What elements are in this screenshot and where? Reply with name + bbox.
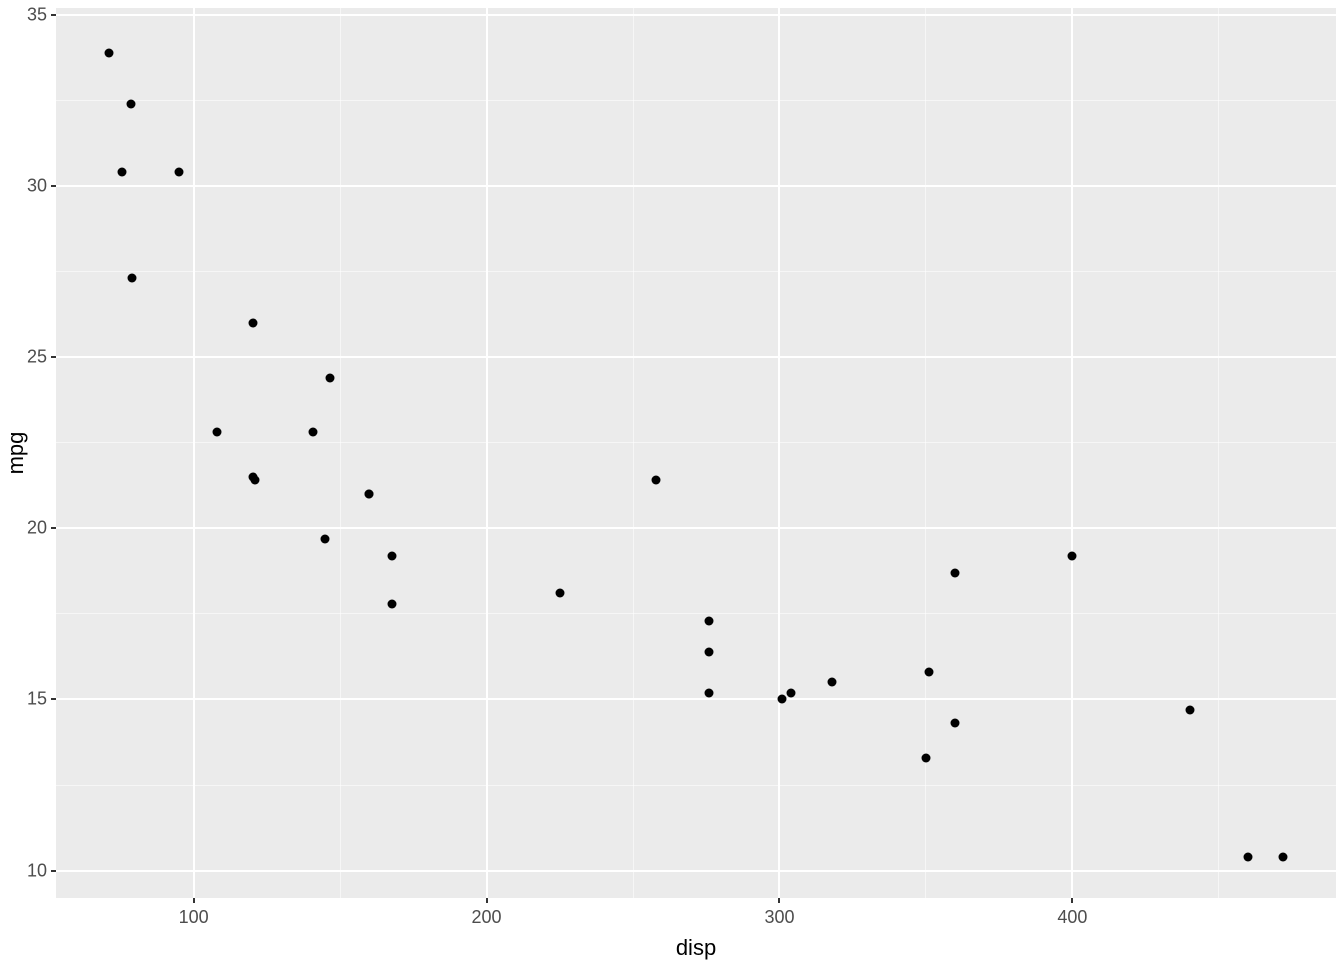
data-point xyxy=(321,534,330,543)
data-point xyxy=(787,688,796,697)
y-tick-label: 10 xyxy=(27,860,47,881)
y-axis-title: mpg xyxy=(3,432,29,475)
x-tick xyxy=(193,898,195,903)
data-point xyxy=(951,719,960,728)
data-point xyxy=(387,599,396,608)
data-point xyxy=(128,274,137,283)
y-tick xyxy=(51,870,56,872)
grid-minor-v xyxy=(340,8,341,898)
y-tick xyxy=(51,698,56,700)
grid-minor-h xyxy=(56,442,1336,443)
data-point xyxy=(828,678,837,687)
data-point xyxy=(365,490,374,499)
y-tick-label: 35 xyxy=(27,4,47,25)
data-point xyxy=(951,568,960,577)
grid-minor-h xyxy=(56,613,1336,614)
grid-major-h xyxy=(56,14,1336,16)
data-point xyxy=(652,476,661,485)
x-tick-label: 200 xyxy=(472,907,502,928)
plot-panel xyxy=(56,8,1336,898)
grid-major-h xyxy=(56,870,1336,872)
grid-minor-v xyxy=(925,8,926,898)
data-point xyxy=(704,616,713,625)
grid-minor-v xyxy=(1218,8,1219,898)
data-point xyxy=(326,373,335,382)
data-point xyxy=(1279,852,1288,861)
grid-minor-h xyxy=(56,785,1336,786)
grid-major-h xyxy=(56,698,1336,700)
data-point xyxy=(704,647,713,656)
data-point xyxy=(924,668,933,677)
data-point xyxy=(175,168,184,177)
data-point xyxy=(1244,852,1253,861)
y-tick xyxy=(51,356,56,358)
grid-minor-h xyxy=(56,271,1336,272)
data-point xyxy=(251,476,260,485)
grid-major-v xyxy=(1071,8,1073,898)
x-tick-label: 100 xyxy=(179,907,209,928)
data-point xyxy=(105,48,114,57)
y-tick xyxy=(51,527,56,529)
grid-major-v xyxy=(193,8,195,898)
grid-major-v xyxy=(486,8,488,898)
y-tick xyxy=(51,14,56,16)
grid-major-h xyxy=(56,185,1336,187)
x-tick-label: 300 xyxy=(764,907,794,928)
y-tick xyxy=(51,185,56,187)
data-point xyxy=(921,753,930,762)
data-point xyxy=(118,168,127,177)
grid-minor-v xyxy=(633,8,634,898)
data-point xyxy=(555,589,564,598)
data-point xyxy=(778,695,787,704)
data-point xyxy=(704,688,713,697)
scatter-chart: mpg disp 100 200 300 400 10 15 20 25 30 35 xyxy=(0,0,1344,960)
data-point xyxy=(213,428,222,437)
data-point xyxy=(387,551,396,560)
y-tick-label: 15 xyxy=(27,689,47,710)
data-point xyxy=(309,428,318,437)
data-point xyxy=(127,99,136,108)
data-point xyxy=(1068,551,1077,560)
x-tick xyxy=(1071,898,1073,903)
y-tick-label: 30 xyxy=(27,176,47,197)
grid-major-v xyxy=(778,8,780,898)
data-point xyxy=(249,318,258,327)
grid-minor-h xyxy=(56,100,1336,101)
x-tick-label: 400 xyxy=(1057,907,1087,928)
y-tick-label: 20 xyxy=(27,518,47,539)
y-tick-label: 25 xyxy=(27,347,47,368)
x-tick xyxy=(778,898,780,903)
grid-major-h xyxy=(56,356,1336,358)
grid-major-h xyxy=(56,527,1336,529)
data-point xyxy=(1185,705,1194,714)
x-axis-title: disp xyxy=(676,935,716,961)
x-tick xyxy=(486,898,488,903)
